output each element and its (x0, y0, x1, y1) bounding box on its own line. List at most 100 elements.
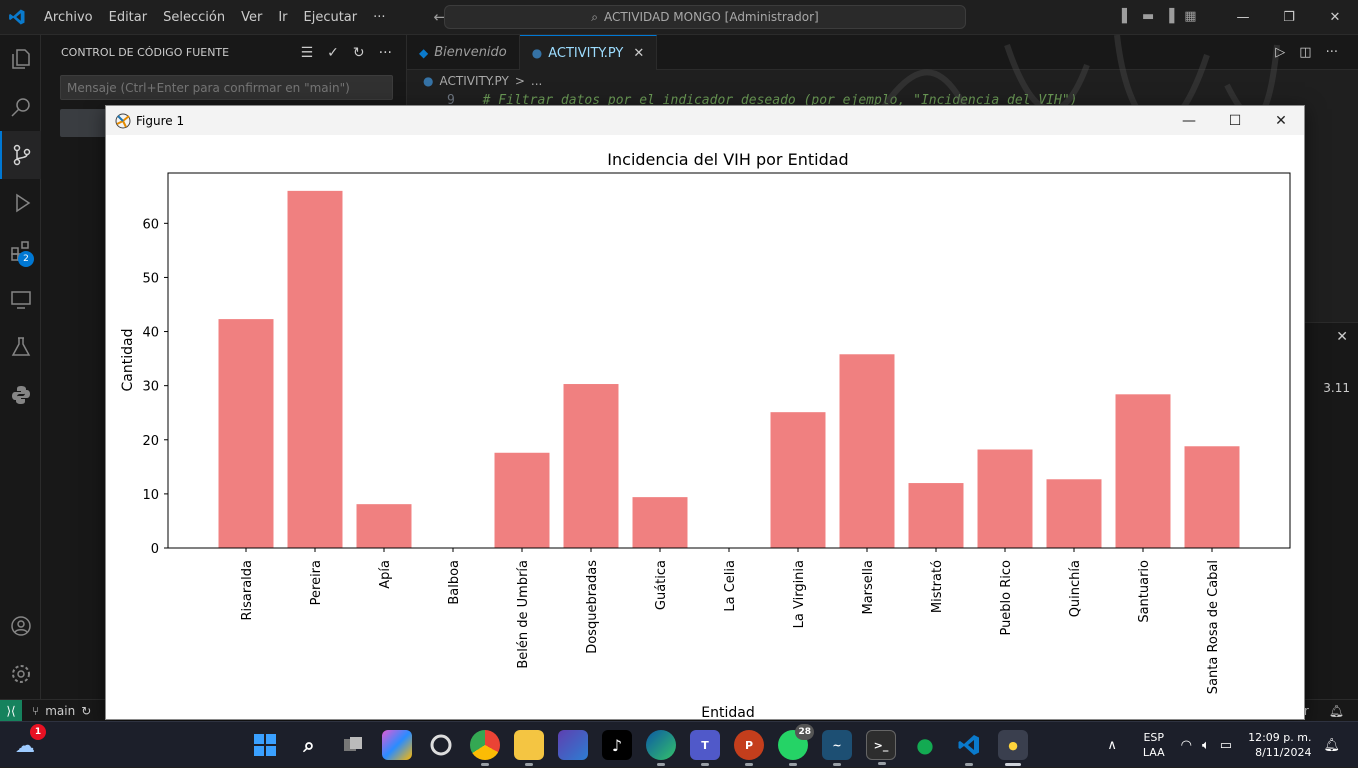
menu-more[interactable]: ··· (373, 9, 386, 25)
menu-ejecutar[interactable]: Ejecutar (303, 9, 358, 25)
accounts-icon[interactable] (0, 602, 41, 650)
testing-flask-icon[interactable] (0, 323, 41, 371)
back-arrow-icon[interactable]: ← (433, 8, 447, 26)
commit-check-icon[interactable]: ✓ (327, 44, 339, 61)
menu-editar[interactable]: Editar (108, 9, 148, 25)
x-tick-label: Dosquebradas (585, 560, 600, 654)
edge-icon[interactable] (646, 730, 676, 766)
copilot-icon[interactable] (382, 730, 412, 760)
restore-button[interactable]: ❐ (1283, 10, 1295, 25)
source-control-icon[interactable] (0, 131, 41, 179)
minimize-button[interactable]: — (1236, 10, 1250, 25)
search-icon[interactable]: ⌕ (303, 733, 315, 757)
teams-icon[interactable]: T (690, 730, 720, 766)
bar (839, 354, 895, 548)
editor-more-icon[interactable]: ··· (1325, 45, 1338, 60)
menu-archivo[interactable]: Archivo (44, 9, 93, 25)
tab-bienvenido[interactable]: ◆ Bienvenido (407, 35, 520, 70)
notification-bell-icon[interactable]: 🔔︎ (1323, 737, 1340, 753)
bar (770, 412, 826, 548)
toggle-panel-icon[interactable]: ▬ (1142, 9, 1155, 24)
panel-close-icon[interactable]: ✕ (1336, 329, 1348, 345)
explorer-icon[interactable] (0, 35, 41, 83)
start-icon[interactable] (250, 730, 280, 760)
time: 12:09 p. m. (1248, 731, 1312, 744)
split-editor-icon[interactable]: ◫ (1299, 45, 1312, 60)
task-view-icon[interactable] (338, 730, 368, 760)
extensions-icon[interactable]: 2 (0, 227, 41, 275)
figure-window: Figure 1 — ☐ ✕ Incidencia del VIH por En… (105, 105, 1305, 720)
python-version[interactable]: 3.11 (1323, 381, 1350, 395)
branch-indicator[interactable]: ⑂ main ↻ (32, 704, 91, 718)
whatsapp-icon[interactable]: 28 (778, 724, 814, 766)
bar (218, 319, 274, 548)
notifications-icon[interactable]: 🔔︎ (1328, 703, 1344, 718)
figure-maximize-button[interactable]: ☐ (1228, 112, 1242, 129)
file-explorer-icon[interactable] (514, 730, 544, 766)
toggle-secondary-sidebar-icon[interactable]: ▐ (1164, 9, 1175, 24)
vscode-icon[interactable] (954, 730, 984, 766)
run-debug-icon[interactable] (0, 179, 41, 227)
activity-bar: 2 (0, 35, 41, 699)
menu-seleccion[interactable]: Selección (163, 9, 226, 25)
bar (563, 384, 619, 548)
breadcrumb-file[interactable]: ACTIVITY.PY (439, 74, 509, 88)
python-icon[interactable]: ● (998, 730, 1028, 766)
visual-studio-icon[interactable] (558, 730, 588, 760)
x-tick-label: Guática (654, 560, 669, 610)
battery-icon[interactable]: ▭ (1219, 737, 1233, 753)
more-actions-icon[interactable]: ··· (378, 44, 392, 61)
tiktok-icon[interactable]: ♪ (602, 730, 632, 760)
windows-taskbar: ☁ 1 ⌕ ♪ T P 28 ~ >_ ● ● ∧ ESP LAA ◠ 🔈︎ ▭ (0, 721, 1358, 767)
x-tick-label: Apía (378, 560, 393, 589)
remote-indicator-icon[interactable]: ⟩⟨ (0, 699, 22, 722)
wifi-icon[interactable]: ◠ (1180, 737, 1192, 753)
search-view-icon[interactable] (0, 83, 41, 131)
running-indicator (525, 763, 533, 766)
terminal-icon[interactable]: >_ (866, 730, 896, 765)
volume-icon[interactable]: 🔈︎ (1201, 737, 1210, 753)
refresh-icon[interactable]: ↻ (352, 44, 365, 61)
powerpoint-icon[interactable]: P (734, 730, 764, 766)
bar (1046, 479, 1102, 548)
tab-close-icon[interactable]: ✕ (633, 45, 645, 61)
menu-ir[interactable]: Ir (278, 9, 288, 25)
bar (1115, 394, 1171, 548)
gear-icon[interactable] (0, 650, 41, 698)
y-ticks: 0 10 20 30 40 50 60 (142, 217, 168, 557)
code-line[interactable]: 9 # Filtrar datos por el indicador desea… (447, 93, 1077, 108)
sync-icon[interactable]: ↻ (81, 703, 92, 718)
close-button[interactable]: ✕ (1329, 10, 1341, 25)
command-center[interactable]: ⌕ ACTIVIDAD MONGO [Administrador] (444, 5, 966, 29)
commit-message-input[interactable] (60, 75, 393, 100)
extensions-badge: 2 (18, 251, 34, 267)
tab-activity-py[interactable]: ● ACTIVITY.PY ✕ (519, 35, 658, 70)
breadcrumb: ● ACTIVITY.PY > ... (407, 70, 1358, 92)
clock[interactable]: 12:09 p. m. 8/11/2024 (1248, 730, 1311, 760)
bar (977, 449, 1033, 548)
run-python-file-icon[interactable]: ▷ (1275, 45, 1286, 60)
search-icon: ⌕ (591, 9, 599, 24)
language-indicator[interactable]: ESP LAA (1143, 730, 1165, 760)
chrome-icon[interactable] (470, 730, 500, 766)
show-hidden-icons-icon[interactable]: ∧ (1107, 737, 1117, 753)
cortana-icon[interactable] (426, 730, 456, 760)
customize-layout-icon[interactable]: ▦ (1184, 9, 1197, 24)
breadcrumb-rest[interactable]: ... (530, 74, 543, 88)
python-extension-icon[interactable] (0, 371, 41, 419)
remote-explorer-icon[interactable] (0, 275, 41, 323)
running-indicator (745, 763, 753, 766)
x-tick-label: La Celia (723, 560, 738, 612)
toggle-sidebar-icon[interactable]: ▌ (1122, 9, 1132, 24)
running-indicator (481, 763, 489, 766)
mysql-workbench-icon[interactable]: ~ (822, 730, 852, 766)
mongodb-compass-icon[interactable]: ● (916, 733, 934, 757)
menu-ver[interactable]: Ver (241, 9, 263, 25)
view-as-list-icon[interactable]: ☰ (300, 44, 314, 61)
weather-widget[interactable]: ☁ 1 (10, 724, 46, 760)
figure-close-button[interactable]: ✕ (1275, 112, 1287, 129)
figure-minimize-button[interactable]: — (1182, 112, 1196, 129)
bar (494, 452, 550, 548)
y-tick-label: 50 (142, 271, 159, 286)
bar (287, 190, 343, 548)
